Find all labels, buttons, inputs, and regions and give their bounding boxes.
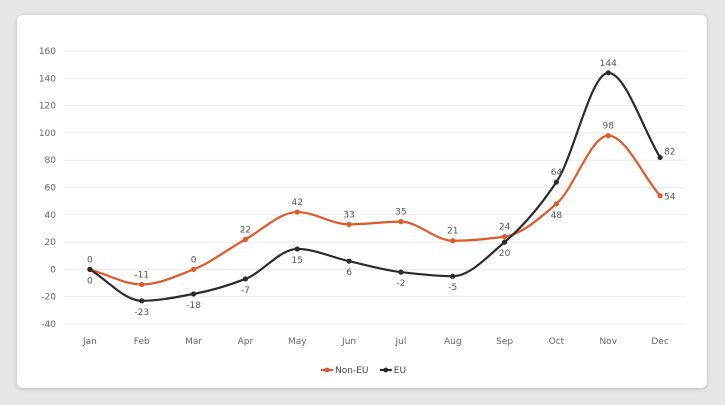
data-label: 0 (87, 276, 93, 286)
data-label: -7 (241, 286, 250, 296)
data-label: 82 (664, 147, 675, 157)
legend-label: Non-EU (335, 366, 368, 376)
data-label: 64 (551, 168, 563, 178)
data-label: 33 (343, 210, 354, 220)
data-point (346, 221, 352, 227)
y-tick-label: 40 (45, 211, 57, 221)
data-point (605, 133, 611, 139)
legend-marker (324, 367, 330, 373)
data-point (450, 238, 456, 244)
data-point (294, 246, 300, 252)
x-tick-label: Oct (549, 337, 565, 347)
chart-card (17, 15, 707, 388)
data-point (398, 219, 404, 225)
data-label: 21 (447, 227, 458, 237)
data-point (139, 298, 145, 304)
data-point (294, 209, 300, 215)
data-point (501, 239, 508, 245)
data-point (139, 281, 145, 288)
y-tick-label: 100 (39, 129, 56, 139)
data-label: 0 (191, 255, 197, 265)
series-points (87, 70, 663, 304)
y-tick-label: 20 (45, 238, 57, 248)
y-tick-label: 160 (39, 47, 56, 57)
legend: Non-EU EU (321, 366, 406, 376)
data-point (398, 269, 404, 275)
data-label: -2 (396, 279, 405, 289)
x-tick-label: Jan (82, 337, 97, 347)
data-label: 35 (395, 208, 406, 218)
x-tick-label: May (288, 337, 307, 347)
series-lines (88, 71, 662, 302)
data-point (242, 276, 249, 282)
y-tick-label: 120 (39, 102, 56, 112)
series-line-non-eu (88, 134, 662, 286)
data-point (190, 266, 197, 272)
y-axis-ticks: -40 -20 0 20 40 60 80 100 120 140 160 (39, 47, 56, 330)
grid-lines (64, 50, 686, 325)
data-label: -11 (134, 270, 149, 280)
data-label: 15 (292, 256, 303, 266)
x-axis-ticks: Jan Feb Mar Apr May Jun Jul Aug Sep Oct Nov Dec (82, 337, 669, 347)
y-tick-label: -20 (41, 293, 56, 303)
data-label: -5 (448, 283, 457, 293)
data-label: 22 (240, 225, 251, 235)
series-line-eu (88, 71, 662, 302)
x-tick-label: Apr (238, 337, 254, 347)
data-point (553, 201, 560, 207)
data-label: 0 (87, 255, 93, 265)
x-tick-label: Feb (134, 337, 150, 347)
y-tick-label: 60 (45, 184, 57, 194)
x-tick-label: Jun (341, 337, 356, 347)
x-tick-label: Mar (185, 337, 202, 347)
data-label: 20 (499, 249, 511, 259)
y-tick-label: 80 (45, 156, 57, 166)
y-tick-label: 140 (39, 74, 56, 84)
data-label: 48 (551, 211, 563, 221)
x-tick-label: Nov (599, 337, 617, 347)
data-point (190, 291, 197, 297)
data-label: 6 (346, 268, 352, 278)
y-tick-label: -40 (41, 320, 56, 330)
legend-marker (383, 367, 389, 373)
data-point (242, 236, 249, 242)
data-label: 54 (664, 193, 676, 203)
x-tick-label: Aug (444, 337, 462, 347)
data-point (346, 258, 352, 264)
data-label: 98 (603, 122, 615, 132)
data-point (450, 273, 456, 279)
data-labels: 0 -11 0 22 42 33 35 21 24 48 98 54 0 -23 -18 -7 15 6 -2 -5 2… (87, 59, 676, 318)
data-point (657, 193, 663, 199)
data-point (553, 179, 560, 185)
x-tick-label: Jul (394, 337, 406, 347)
y-tick-label: 0 (50, 265, 56, 275)
x-tick-label: Sep (496, 337, 513, 347)
data-point (87, 266, 93, 272)
data-point (501, 234, 508, 240)
data-label: 24 (499, 223, 511, 233)
data-point (657, 154, 663, 161)
data-label: 144 (600, 59, 617, 69)
data-label: -18 (186, 301, 201, 311)
legend-label: EU (394, 366, 406, 376)
x-tick-label: Dec (651, 337, 668, 347)
data-label: -23 (134, 308, 149, 318)
data-label: 42 (292, 198, 303, 208)
data-point (605, 70, 611, 76)
